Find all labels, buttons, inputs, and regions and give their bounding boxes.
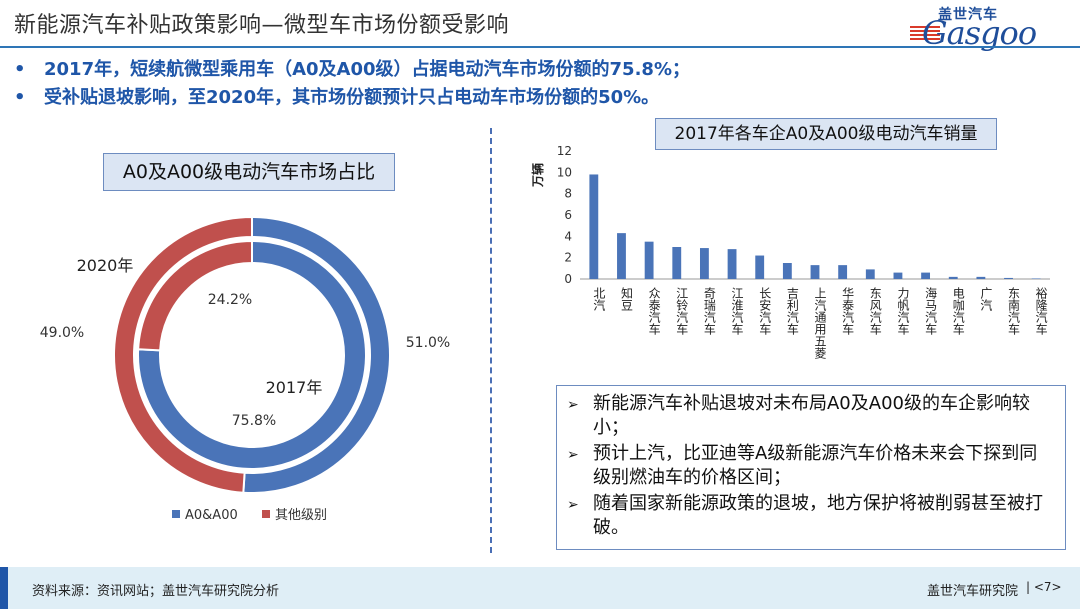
note-item: ➢ 新能源汽车补贴退坡对未布局A0及A00级的车企影响较小； (567, 392, 1055, 440)
logo-stripes (910, 26, 940, 40)
y-tick-label: 12 (557, 145, 572, 158)
x-tick-label-10: 东风汽车 (868, 287, 882, 336)
footer-accent (0, 567, 8, 609)
key-point: • 2017年，短续航微型乘用车（A0及A00级）占据电动汽车市场份额的75.8%… (14, 56, 690, 84)
key-point-text: 2017年，短续航微型乘用车（A0及A00级）占据电动汽车市场份额的75.8%； (44, 59, 690, 80)
bar-4 (699, 248, 709, 279)
bullet-mark: • (14, 59, 26, 80)
page-number: | <7> (1026, 580, 1062, 594)
bar-12 (921, 272, 931, 279)
arrow-icon: ➢ (567, 397, 579, 413)
arrow-icon: ➢ (567, 497, 579, 513)
y-tick-label: 10 (557, 165, 572, 179)
note-text: 新能源汽车补贴退坡对未布局A0及A00级的车企影响较小； (593, 393, 1030, 438)
outer-label-0: 51.0% (406, 335, 450, 351)
x-tick-label-9: 华泰汽车 (841, 287, 855, 336)
bar-9 (838, 265, 848, 279)
legend-swatch-0 (172, 510, 180, 518)
bar-2 (644, 241, 654, 279)
x-tick-label-3: 江铃汽车 (675, 287, 689, 336)
bar-0 (589, 174, 599, 279)
inner-label-0: 75.8% (232, 413, 276, 429)
x-tick-label-1: 知豆 (619, 287, 633, 311)
page-title: 新能源汽车补贴政策影响—微型车市场份额受影响 (14, 13, 510, 38)
logo-cn-text: 盖世汽车 (938, 7, 998, 23)
y-axis-label: 万辆 (530, 163, 545, 188)
bar-11 (893, 272, 903, 279)
x-tick-label-16: 裕隆汽车 (1034, 286, 1048, 336)
bar-15 (1004, 277, 1013, 279)
outer-series-name: 2020年 (77, 256, 134, 275)
logo-en-text: Gasgoo (922, 14, 1037, 52)
x-tick-label-4: 奇瑞汽车 (702, 287, 716, 336)
legend-label-0: A0&A00 (185, 508, 238, 523)
y-tick-label: 2 (564, 251, 572, 265)
bar-13 (948, 276, 958, 279)
footer-org: 盖世汽车研究院 (927, 584, 1019, 599)
x-tick-label-8: 上汽通用五菱 (813, 287, 827, 359)
bar-1 (617, 233, 626, 279)
x-tick-label-11: 力帆汽车 (896, 287, 910, 336)
x-tick-label-12: 海马汽车 (924, 286, 938, 336)
doughnut-chart-title: A0及A00级电动汽车市场占比 (103, 153, 395, 191)
note-text: 随着国家新能源政策的退坡，地方保护将被削弱甚至被打破。 (593, 493, 1043, 538)
key-points: • 2017年，短续航微型乘用车（A0及A00级）占据电动汽车市场份额的75.8%… (14, 56, 690, 112)
x-tick-label-14: 广汽 (979, 287, 993, 311)
footer: 资料来源：资讯网站；盖世汽车研究院分析 盖世汽车研究院 | <7> (0, 567, 1080, 609)
y-tick-label: 0 (564, 272, 572, 286)
legend-swatch-1 (262, 510, 270, 518)
doughnut-slice-outer-1 (113, 215, 253, 494)
outer-label-1: 49.0% (40, 325, 84, 341)
bar-3 (672, 247, 682, 279)
key-point-text: 受补贴退坡影响，至2020年，其市场份额预计只占电动车市场份额的50%。 (44, 87, 660, 108)
legend-label-1: 其他级别 (275, 508, 327, 523)
bar-16 (1031, 278, 1041, 279)
note-item: ➢ 预计上汽，比亚迪等A级新能源汽车价格未来会下探到同级别燃油车的价格区间； (567, 442, 1055, 490)
inner-series-name: 2017年 (266, 378, 323, 397)
inner-label-1: 24.2% (208, 292, 252, 308)
note-item: ➢ 随着国家新能源政策的退坡，地方保护将被削弱甚至被打破。 (567, 492, 1055, 540)
x-tick-label-0: 北汽 (592, 287, 606, 311)
notes-box: ➢ 新能源汽车补贴退坡对未布局A0及A00级的车企影响较小； ➢ 预计上汽，比亚迪等… (556, 385, 1066, 550)
source-note: 资料来源：资讯网站；盖世汽车研究院分析 (32, 584, 280, 599)
bullet-mark: • (14, 87, 26, 108)
y-tick-label: 8 (564, 187, 572, 201)
bar-7 (782, 263, 792, 279)
x-tick-label-7: 吉利汽车 (785, 287, 799, 336)
y-tick-label: 4 (564, 229, 572, 243)
doughnut-slice-inner-1 (137, 239, 253, 352)
x-tick-label-6: 长安汽车 (758, 287, 772, 336)
arrow-icon: ➢ (567, 447, 579, 463)
key-point: • 受补贴退坡影响，至2020年，其市场份额预计只占电动车市场份额的50%。 (14, 84, 690, 112)
doughnut-slice-inner-0 (137, 239, 367, 470)
bar-14 (976, 276, 986, 279)
y-tick-label: 6 (564, 208, 572, 222)
bar-10 (865, 269, 875, 279)
note-text: 预计上汽，比亚迪等A级新能源汽车价格未来会下探到同级别燃油车的价格区间； (593, 443, 1038, 488)
x-tick-label-15: 东南汽车 (1007, 287, 1021, 336)
doughnut-chart: 51.0% 49.0% 2020年 75.8% 24.2% 2017年 A0&A00 其他级别 (40, 215, 450, 523)
gasgoo-logo: 盖世汽车 Gasgoo (900, 2, 1070, 52)
section-divider (490, 128, 492, 553)
bar-5 (727, 249, 737, 279)
bar-chart-title: 2017年各车企A0及A00级电动汽车销量 (655, 118, 997, 150)
bar-6 (755, 255, 765, 279)
x-tick-label-13: 电咖汽车 (951, 287, 965, 336)
header-divider (0, 46, 1080, 48)
bar-chart: 0 2 4 6 8 10 12 万辆北汽 知豆 众泰汽车 江铃汽车 奇瑞汽车 江淮汽车 长安汽车 吉利汽车上… (530, 145, 1050, 359)
x-tick-label-5: 江淮汽车 (730, 287, 744, 336)
bar-8 (810, 265, 820, 279)
x-tick-label-2: 众泰汽车 (647, 287, 661, 336)
